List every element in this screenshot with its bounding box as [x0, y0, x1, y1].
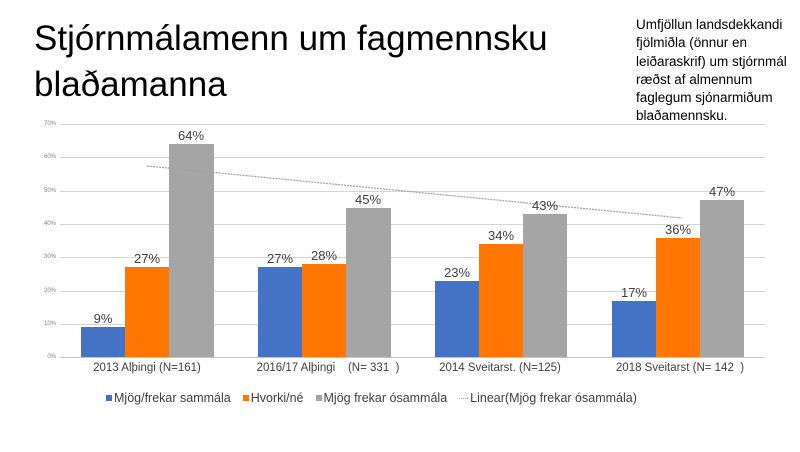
bar-osammala-2016 [346, 208, 391, 357]
bar-sammala-2018 [612, 301, 656, 357]
data-label: 47% [708, 184, 736, 199]
chart-legend: Mjög/frekar sammála Hvorki/né Mjög freka… [106, 391, 637, 405]
y-tick-label: 50% [43, 188, 56, 194]
legend-item-trendline: Linear(Mjög frekar ósammála) [459, 391, 637, 405]
y-tick-label: 70% [43, 121, 56, 127]
x-category-label: 2018 Sveitarst (N= 142 ) [615, 362, 745, 374]
bar-sammala-2016 [258, 267, 302, 357]
bar-hvorki-2016 [302, 264, 346, 357]
legend-label: Linear(Mjög frekar ósammála) [470, 391, 637, 405]
legend-item-sammala: Mjög/frekar sammála [106, 391, 231, 405]
bar-hvorki-2013 [125, 267, 169, 357]
data-label: 9% [93, 311, 113, 326]
y-tick-label: 40% [43, 221, 56, 227]
bar-osammala-2013 [169, 144, 214, 357]
gridline [60, 157, 765, 158]
data-label: 27% [133, 251, 161, 266]
legend-swatch-orange [242, 395, 249, 401]
y-tick-label: 30% [43, 254, 56, 260]
legend-label: Hvorki/né [250, 391, 304, 405]
data-label: 17% [620, 285, 648, 300]
legend-label: Mjög/frekar sammála [114, 391, 231, 405]
x-category-label: 2014 Sveitarst. (N=125) [439, 362, 561, 374]
gridline [60, 324, 765, 325]
bar-sammala-2013 [81, 327, 125, 357]
bar-osammala-2014 [523, 214, 567, 357]
data-label: 34% [487, 228, 515, 243]
legend-swatch-gray [315, 395, 322, 401]
legend-item-hvorki: Hvorki/né [242, 391, 304, 405]
legend-swatch-blue [106, 395, 112, 401]
slide-note: Umfjöllun landsdekkandi fjölmiðla (önnur… [636, 17, 787, 124]
slide-title: Stjórnmálamenn um fagmennsku blaðamanna [34, 19, 548, 104]
bar-sammala-2014 [435, 281, 479, 357]
legend-label: Mjög frekar ósammála [323, 391, 448, 405]
gridline [60, 191, 765, 192]
legend-swatch-dotted-line [459, 397, 469, 399]
gridline [60, 291, 765, 292]
y-tick-label: 0% [47, 354, 56, 360]
bar-osammala-2018 [700, 200, 744, 357]
data-label: 36% [664, 222, 692, 237]
data-label: 64% [177, 128, 205, 143]
x-axis-line [60, 357, 765, 358]
data-label: 45% [354, 192, 382, 207]
y-tick-label: 10% [43, 321, 56, 327]
gridline [60, 224, 765, 225]
y-tick-label: 60% [43, 154, 56, 160]
gridline [60, 124, 765, 125]
bar-hvorki-2018 [656, 238, 700, 357]
x-category-label: 2016/17 Alþingi (N= 331 ) [256, 362, 400, 374]
gridline [60, 257, 765, 258]
data-label: 27% [266, 251, 294, 266]
legend-item-osammala: Mjög frekar ósammála [315, 391, 448, 405]
data-label: 43% [531, 198, 559, 213]
y-tick-label: 20% [43, 288, 56, 294]
bar-hvorki-2014 [479, 244, 523, 357]
x-category-label: 2013 Alþingi (N=161) [93, 362, 201, 374]
data-label: 23% [443, 265, 471, 280]
data-label: 28% [310, 248, 338, 263]
